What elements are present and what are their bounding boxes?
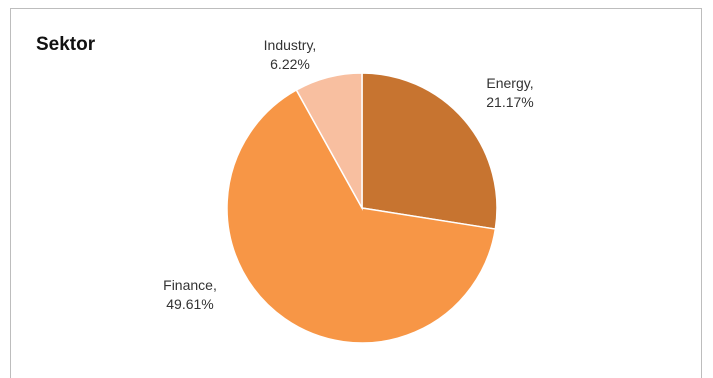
chart-title: Sektor	[36, 34, 96, 55]
data-label-industry: Industry, 6.22%	[264, 37, 317, 72]
pie-slice-energy	[361, 72, 498, 230]
data-label-finance: Finance, 49.61%	[163, 277, 217, 312]
pie-slice-industry	[295, 72, 363, 211]
pie-slice-finance	[226, 88, 497, 344]
pie-chart: Energy, 21.17% Finance, 49.61% Industry, 6.22…	[163, 37, 534, 344]
data-label-energy: Energy, 21.17%	[486, 75, 533, 110]
